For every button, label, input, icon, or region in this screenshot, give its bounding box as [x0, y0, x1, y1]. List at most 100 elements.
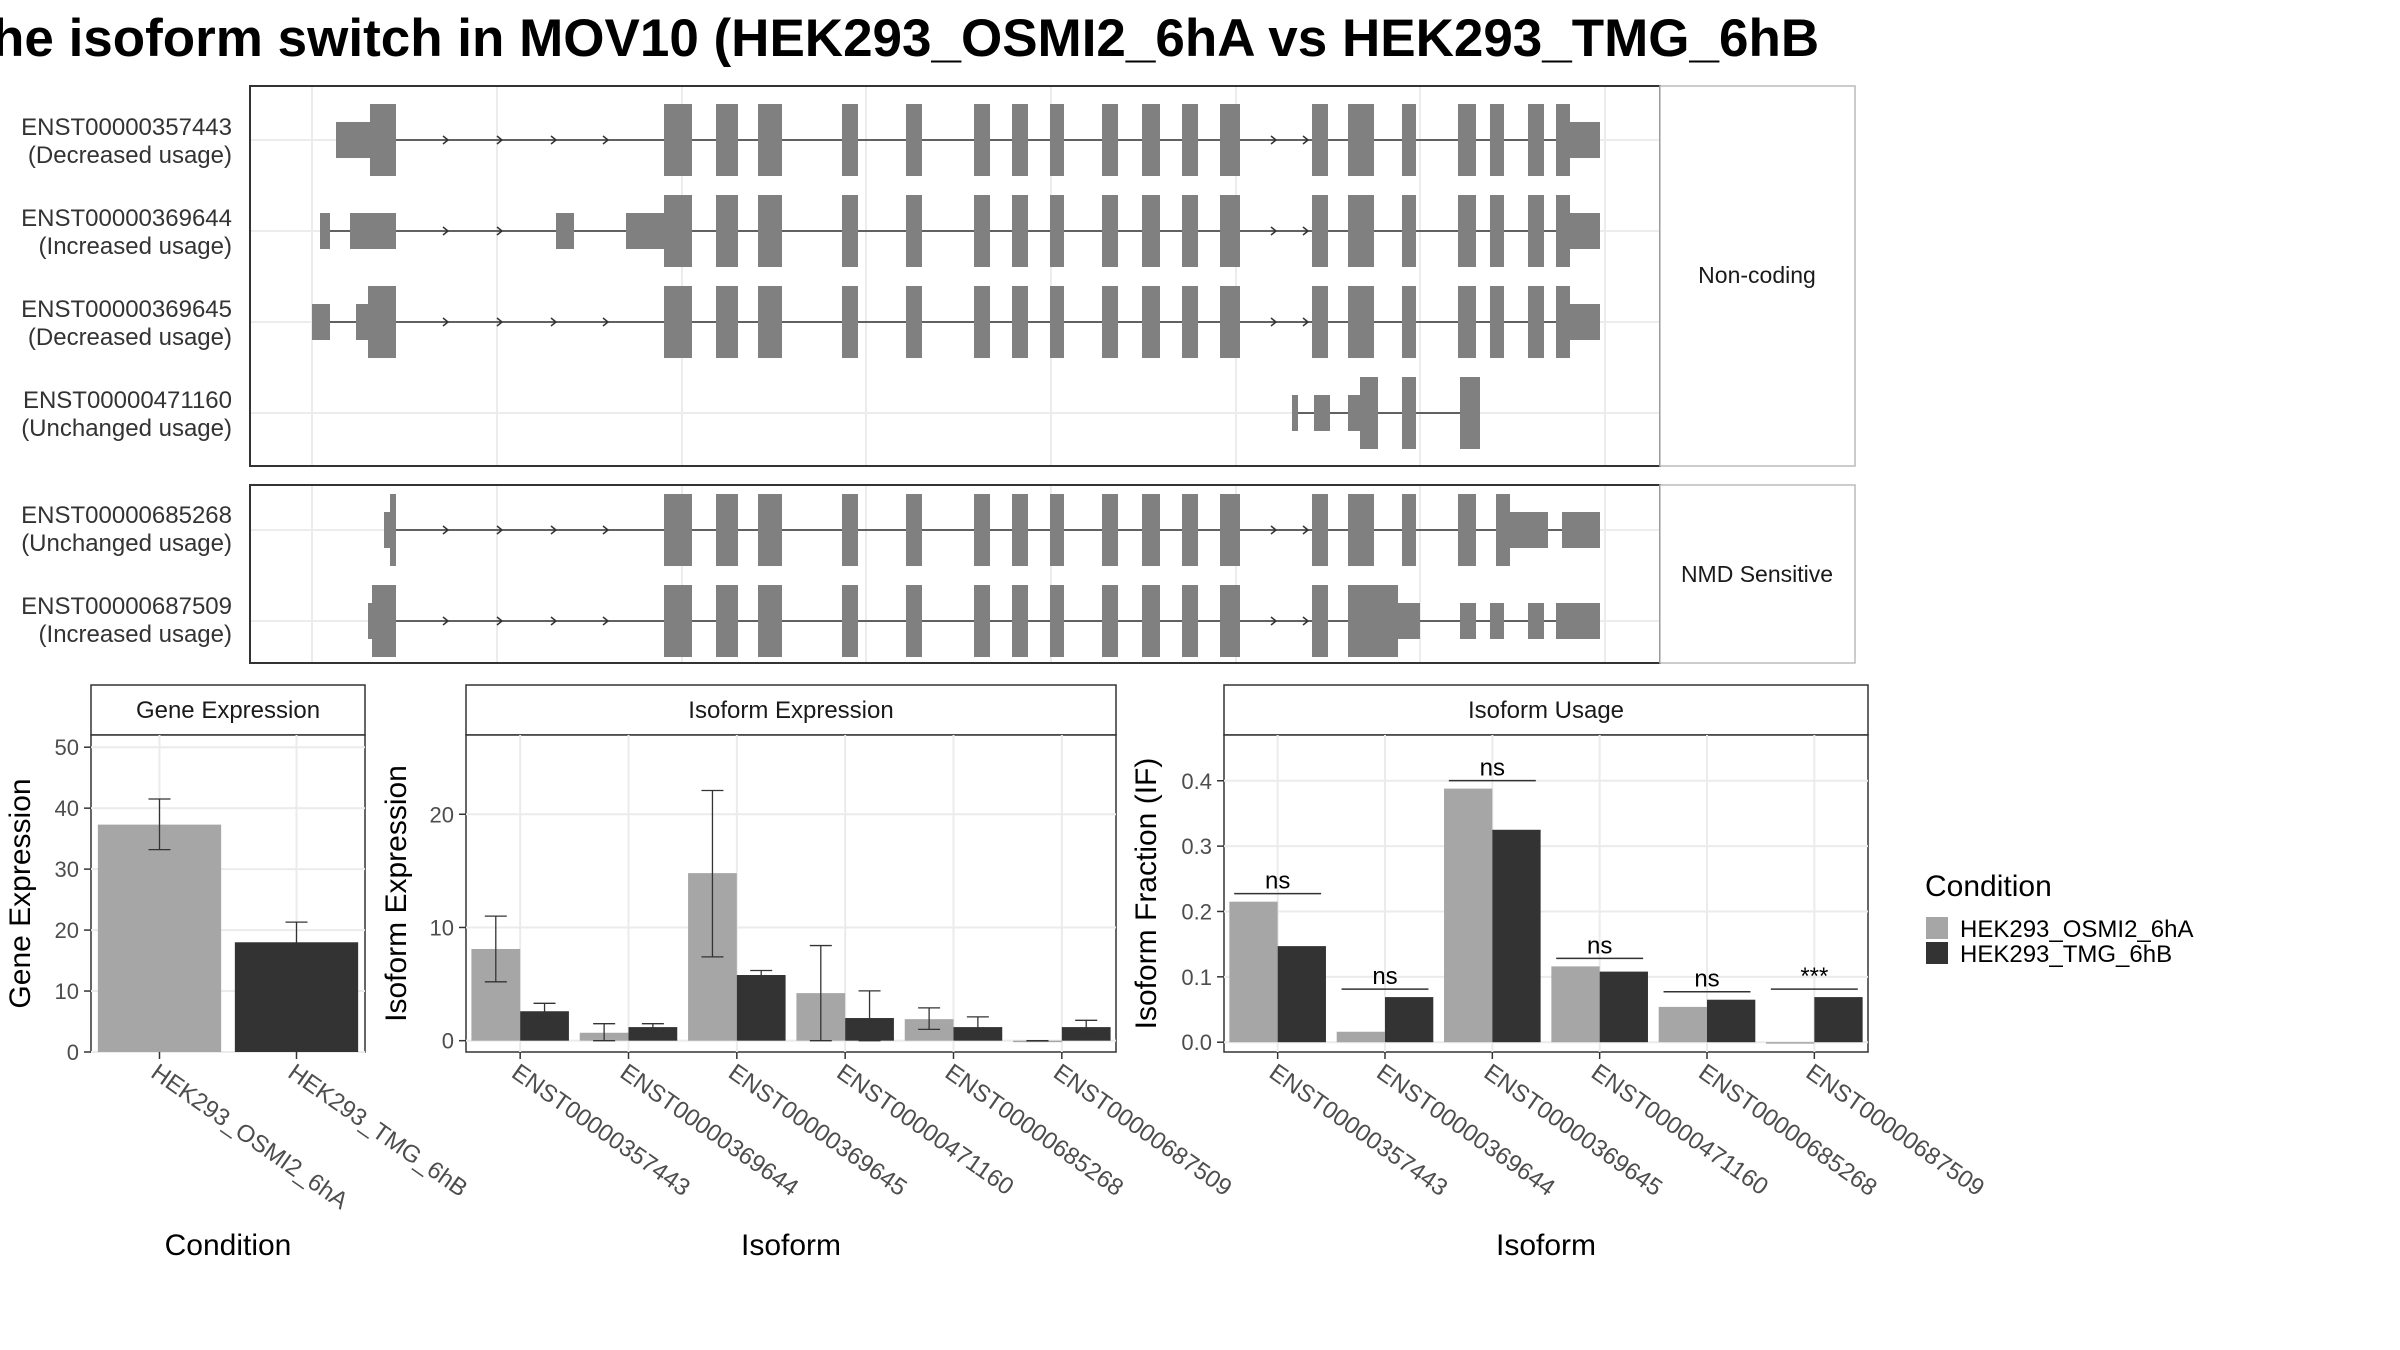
exon: [1402, 104, 1416, 176]
exon: [716, 104, 738, 176]
significance-label: ***: [1800, 963, 1828, 990]
exon: [1510, 512, 1548, 548]
exon: [336, 122, 370, 158]
exon: [1402, 286, 1416, 358]
exon: [372, 585, 396, 657]
exon: [1312, 585, 1328, 657]
exon: [1528, 286, 1544, 358]
exon: [664, 195, 692, 267]
exon: [716, 286, 738, 358]
strand-arrow: [1270, 135, 1278, 145]
y-axis-title: Isoform Expression: [380, 765, 413, 1022]
figure-title: he isoform switch in MOV10 (HEK293_OSMI2…: [0, 9, 1819, 68]
x-tick-label: ENST00000685268: [940, 1059, 1128, 1202]
exon: [758, 104, 782, 176]
exon: [1496, 494, 1510, 566]
exon: [1556, 104, 1570, 176]
y-tick-label: 0.0: [1181, 1030, 1212, 1055]
exon: [368, 603, 372, 639]
exon: [1102, 286, 1118, 358]
y-tick-label: 0.2: [1181, 899, 1212, 924]
exon: [842, 104, 858, 176]
strand-arrow: [602, 135, 610, 145]
strip-title: Isoform Usage: [1468, 697, 1624, 724]
exon: [1142, 494, 1160, 566]
strand-arrow: [602, 525, 610, 535]
strip-label-nmd: NMD Sensitive: [1681, 561, 1833, 587]
strand-arrow: [550, 135, 558, 145]
exon: [1312, 195, 1328, 267]
exon: [1012, 585, 1028, 657]
isoform-expression-chart: Isoform Expression01020ENST00000357443EN…: [380, 684, 1237, 1262]
transcript-id: ENST00000357443: [21, 114, 232, 141]
exon: [842, 286, 858, 358]
exon: [1490, 286, 1504, 358]
bar: [1599, 971, 1648, 1043]
strand-arrow: [602, 616, 610, 626]
legend-swatch-osmi2: [1926, 917, 1948, 939]
exon: [1312, 286, 1328, 358]
exon: [1490, 104, 1504, 176]
x-tick-label: ENST00000369644: [1372, 1059, 1560, 1202]
exon: [1348, 195, 1374, 267]
exon: [390, 494, 396, 566]
exon: [716, 195, 738, 267]
strand-arrow: [1302, 317, 1310, 327]
transcript-usage: (Decreased usage): [28, 142, 232, 169]
bar: [1336, 1031, 1385, 1043]
exon: [1292, 395, 1298, 431]
strand-arrow: [442, 135, 450, 145]
bar: [1658, 1006, 1707, 1043]
legend-swatch-tmg: [1926, 942, 1948, 964]
exon: [1458, 104, 1476, 176]
bar: [1013, 1040, 1062, 1043]
exon: [1348, 286, 1374, 358]
y-tick-label: 40: [55, 796, 79, 821]
exon: [1050, 494, 1064, 566]
exon: [556, 213, 574, 249]
x-tick-label: ENST00000471160: [832, 1059, 1019, 1201]
exon: [1142, 195, 1160, 267]
exon: [664, 104, 692, 176]
exon: [664, 286, 692, 358]
bar: [1061, 1027, 1111, 1041]
exon: [312, 304, 330, 340]
exon: [906, 286, 922, 358]
structure-panel-nmd: NMD Sensitive: [249, 484, 1856, 664]
exon: [1490, 603, 1504, 639]
transcript-usage: (Increased usage): [39, 233, 232, 260]
transcript-labels: ENST00000357443 (Decreased usage) ENST00…: [21, 114, 232, 648]
exon: [664, 494, 692, 566]
exon: [626, 213, 664, 249]
significance-label: ns: [1372, 963, 1397, 990]
bar: [736, 975, 786, 1041]
y-tick-label: 0.1: [1181, 965, 1212, 990]
exon: [1458, 195, 1476, 267]
y-tick-label: 0: [442, 1029, 454, 1054]
exon: [1182, 585, 1198, 657]
bar: [1551, 966, 1600, 1043]
exon: [974, 286, 990, 358]
strand-arrow: [1302, 135, 1310, 145]
strand-arrow: [602, 317, 610, 327]
bar: [1707, 999, 1756, 1043]
exon: [1012, 104, 1028, 176]
exon: [842, 195, 858, 267]
exon: [1182, 195, 1198, 267]
exon: [1314, 395, 1330, 431]
exon: [1360, 377, 1378, 449]
bar: [1385, 997, 1434, 1043]
strand-arrow: [1302, 616, 1310, 626]
exon: [1528, 603, 1544, 639]
exon: [842, 585, 858, 657]
exon: [1402, 195, 1416, 267]
strand-arrow: [442, 525, 450, 535]
strand-arrow: [496, 317, 504, 327]
bar: [628, 1027, 678, 1041]
x-tick-label: ENST00000369644: [615, 1059, 803, 1202]
exon: [1348, 395, 1360, 431]
exon: [1570, 122, 1600, 158]
exon: [1220, 104, 1240, 176]
expression-charts: Gene Expression01020304050HEK293_OSMI2_6…: [4, 684, 1989, 1262]
exon: [1012, 195, 1028, 267]
